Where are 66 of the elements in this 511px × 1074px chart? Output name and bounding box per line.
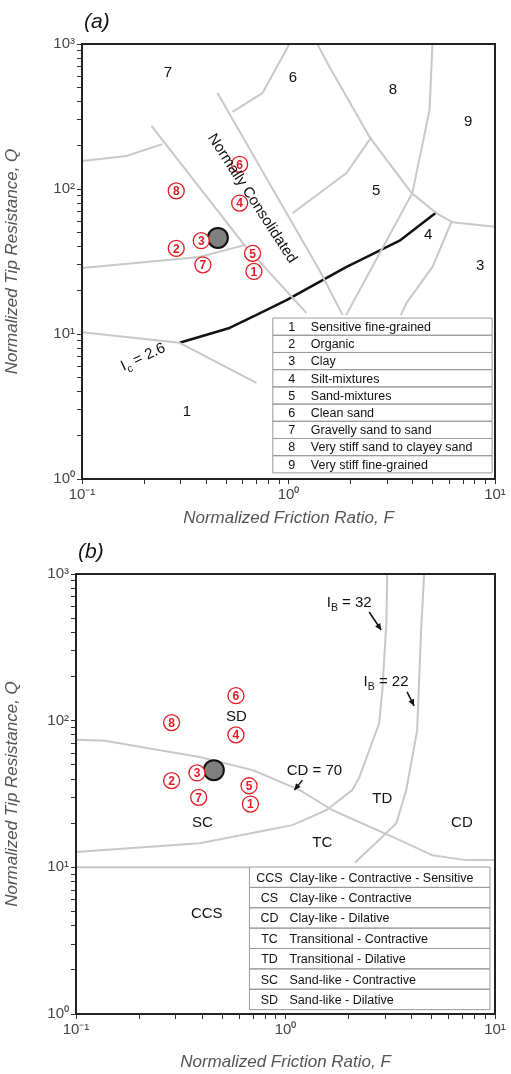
y-tick-label: 10¹ — [53, 324, 75, 342]
annotation: CD Clay-like - Dilative — [260, 911, 390, 926]
series-label: 7 — [199, 258, 207, 273]
y-tick-label: 10⁰ — [53, 469, 75, 487]
x-tick-label: 10⁻¹ — [62, 1020, 90, 1038]
annotation: TC Transitional - Contractive — [261, 931, 428, 946]
x-axis-title: Normalized Friction Ratio, F — [180, 1051, 393, 1071]
y-axis-title: Normalized Tip Resistance, Q — [1, 148, 21, 375]
annotation: CCS — [190, 904, 223, 922]
series-label: 1 — [250, 264, 258, 279]
annotation: SC Sand-like - Contractive — [260, 972, 416, 987]
text: 1 Sensitive fine-grained — [288, 319, 432, 334]
x-axis-title: Normalized Friction Ratio, F — [183, 507, 396, 527]
series-label: 4 — [232, 728, 240, 743]
text: 7 Gravelly sand to sand — [288, 423, 432, 438]
y-tick-label: 10² — [47, 710, 69, 728]
annotation: SC — [192, 813, 214, 831]
x-tick-label: 10¹ — [484, 1020, 506, 1038]
chart-title: (a) — [84, 8, 110, 32]
series-label: 6 — [232, 689, 240, 704]
text: 6 Clean sand — [288, 406, 375, 420]
annotation: TD Transitional - Dilative — [261, 952, 406, 967]
annotation: SD Sand-like - Dilative — [260, 992, 394, 1007]
x-tick-label: 10⁻¹ — [68, 485, 96, 503]
annotation: 5 — [371, 181, 381, 199]
annotation: CD — [451, 813, 473, 831]
series-label: 7 — [195, 790, 203, 805]
y-tick-label: 10¹ — [47, 857, 69, 875]
text: 2 Organic — [288, 337, 355, 352]
annotation: Ic = 2.6 — [117, 338, 168, 375]
annotation: CCS Clay-like - Contractive - Sensitive — [256, 870, 474, 885]
y-axis-title: Normalized Tip Resistance, Q — [1, 681, 21, 907]
text: 4 Silt-mixtures — [288, 371, 380, 386]
x-tick-label: 10⁰ — [277, 485, 300, 503]
y-tick-label: 10³ — [53, 34, 75, 52]
x-tick-label: 10⁰ — [274, 1020, 297, 1038]
series-label: 8 — [172, 184, 180, 199]
y-tick-label: 10² — [53, 179, 75, 197]
series-label: 5 — [245, 779, 253, 794]
annotation: SD — [226, 707, 248, 725]
annotation: 8 — [388, 80, 398, 98]
series-label: 3 — [193, 766, 201, 781]
x-tick-label: 10¹ — [484, 485, 506, 503]
y-tick-label: 10⁰ — [47, 1004, 69, 1022]
annotation: 1 — [182, 402, 192, 420]
annotation: 4 — [423, 225, 433, 243]
annotation: 7 — [163, 63, 173, 81]
annotation: 6 — [288, 68, 298, 86]
series-label: 2 — [168, 773, 176, 788]
series-label: 3 — [197, 234, 205, 249]
text: 9 Very stiff fine-grained — [288, 457, 429, 472]
annotation: CS Clay-like - Contractive — [260, 891, 412, 906]
series-label: 4 — [236, 196, 244, 211]
series-label: 2 — [172, 241, 180, 256]
annotation: TC — [312, 832, 333, 850]
y-tick-label: 10³ — [47, 564, 69, 582]
text: 5 Sand-mixtures — [288, 388, 392, 403]
annotation: 3 — [475, 255, 485, 273]
series-label: 8 — [168, 715, 176, 730]
text: 8 Very stiff sand to clayey sand — [288, 440, 473, 455]
annotation: 9 — [463, 112, 473, 130]
series-label: 1 — [247, 797, 255, 812]
chart-title: (b) — [78, 538, 104, 562]
annotation: CD = 70 — [286, 761, 343, 779]
annotation: TD — [372, 788, 393, 806]
text: 3 Clay — [288, 354, 336, 369]
